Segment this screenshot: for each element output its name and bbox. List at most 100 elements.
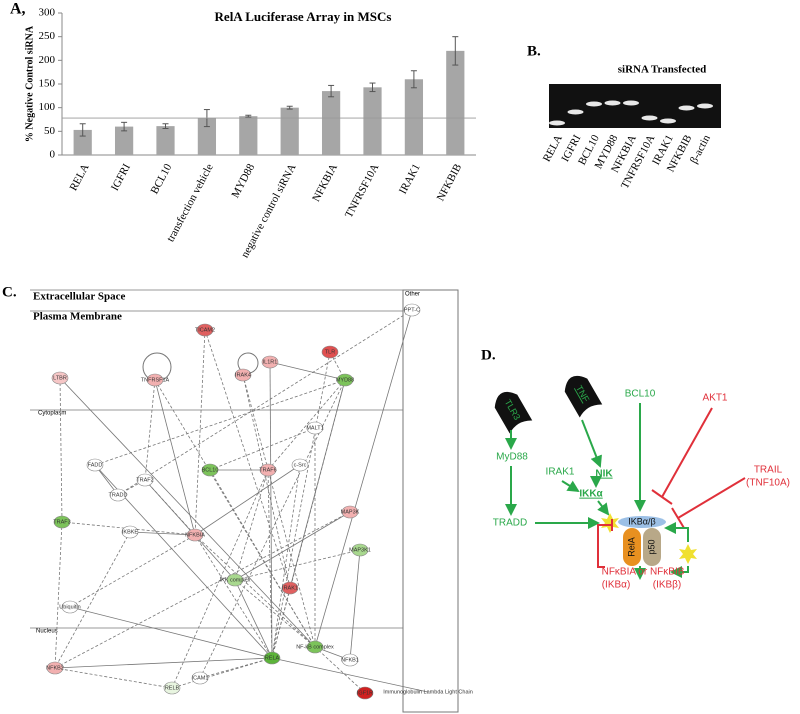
y-tick-label: 250 xyxy=(39,30,56,42)
gel-band xyxy=(549,120,565,126)
network-edge xyxy=(209,469,316,648)
node-label: MAP3K1 xyxy=(349,547,371,553)
gel-band xyxy=(641,115,658,121)
network-edge xyxy=(59,377,63,523)
gel-image xyxy=(549,84,721,128)
error-bar xyxy=(286,105,293,110)
pathway-label: NIK xyxy=(595,469,613,480)
compartment-label: Cytoplasm xyxy=(38,411,66,417)
network-node xyxy=(191,671,209,685)
network-node xyxy=(51,371,69,385)
error-bar xyxy=(328,84,335,98)
network-node xyxy=(201,463,219,477)
node-label: MYD88 xyxy=(336,377,354,383)
pathway-label: IRAK1 xyxy=(546,467,575,478)
node-label: TLR xyxy=(325,349,335,355)
network-edge xyxy=(242,374,316,648)
error-bar xyxy=(452,36,459,66)
node-label: TRAF6 xyxy=(259,467,276,473)
network-node xyxy=(259,463,277,477)
bar xyxy=(446,50,465,155)
activation-arrow xyxy=(664,522,689,542)
network-edge xyxy=(144,379,156,481)
node-label: NFKBIA xyxy=(185,532,205,538)
network-edge xyxy=(54,657,273,669)
x-tick-label: IRAK1 xyxy=(397,162,423,196)
network-node xyxy=(341,505,359,519)
network-edge xyxy=(54,667,173,689)
network-edge xyxy=(269,361,346,381)
panel-label: D. xyxy=(481,347,496,363)
network-node xyxy=(403,303,421,317)
network-node xyxy=(46,661,64,675)
compartment-label: Nucleus xyxy=(36,629,58,635)
network-edge xyxy=(194,534,316,648)
panel-label: A, xyxy=(10,1,26,18)
network-edge xyxy=(234,549,361,581)
node-label: NF-kB complex xyxy=(296,644,334,650)
pathway-label: (IKBα) xyxy=(602,580,631,591)
network-edge xyxy=(234,511,351,581)
node-label: TICAM2 xyxy=(195,327,215,333)
inhibit-line xyxy=(661,407,713,498)
pathway-label: TRAIL xyxy=(754,465,783,476)
activation-star xyxy=(679,544,697,564)
pathway-label: BCL10 xyxy=(625,389,656,400)
pathway-label: IKBα/β xyxy=(628,516,655,526)
y-tick-label: 50 xyxy=(44,125,56,137)
node-label: RELA xyxy=(265,655,280,661)
bar xyxy=(239,116,258,155)
network-node xyxy=(336,373,354,387)
receptor xyxy=(494,391,533,434)
network-node xyxy=(341,653,359,667)
y-axis-label: % Negative Control siRNA xyxy=(24,25,35,142)
node-label: IL1R1 xyxy=(263,359,278,365)
p50-subunit xyxy=(643,528,661,566)
node-label: PPT-C xyxy=(404,307,420,313)
network-edge xyxy=(54,521,63,669)
bar xyxy=(114,126,134,155)
panel-label: B. xyxy=(527,43,541,59)
node-label: IKK complex xyxy=(220,577,251,583)
pathway-label: (IKBβ) xyxy=(653,580,682,591)
inhibit-line xyxy=(671,507,685,529)
rela-subunit xyxy=(623,528,641,566)
network-node xyxy=(53,515,71,529)
x-tick-label: BCL10 xyxy=(149,162,175,197)
node-label: IKBKE xyxy=(122,529,139,535)
bar xyxy=(363,87,382,155)
x-tick-label: NFKBIB xyxy=(435,162,465,203)
network-edge xyxy=(59,377,316,648)
node-label: RELB xyxy=(165,685,180,691)
network-node xyxy=(356,686,374,700)
pathway-label: p50 xyxy=(646,539,656,554)
node-label: NFKB1 xyxy=(341,657,359,663)
network-edge xyxy=(194,329,206,536)
network-edge xyxy=(269,361,273,659)
network-edge xyxy=(171,657,273,689)
activation-arrow xyxy=(597,500,610,516)
x-tick-label: RELA xyxy=(67,162,91,193)
network-node xyxy=(136,473,154,487)
node-label: TRAF2 xyxy=(136,477,153,483)
network-edge xyxy=(69,534,196,608)
network-edge xyxy=(271,587,291,659)
compartment-label: Other xyxy=(405,292,420,298)
network-node xyxy=(234,368,252,382)
network-edge xyxy=(54,531,131,669)
network-edge xyxy=(314,309,413,648)
network-node xyxy=(263,651,281,665)
network-edge xyxy=(117,309,413,496)
node-label: IRAK1 xyxy=(282,585,298,591)
node-label: NFKB2 xyxy=(46,665,64,671)
inhibit-line xyxy=(677,477,746,519)
node-label: LTBR xyxy=(53,375,67,381)
error-bar xyxy=(369,82,376,93)
error-bar xyxy=(245,114,252,118)
x-tick-label: IGFRI xyxy=(109,162,133,193)
activation-arrow xyxy=(561,480,580,493)
pathway-label: AKT1 xyxy=(702,393,727,404)
gel-band xyxy=(660,118,676,124)
pathway-label: TRADD xyxy=(493,518,527,529)
network-node xyxy=(86,458,104,472)
